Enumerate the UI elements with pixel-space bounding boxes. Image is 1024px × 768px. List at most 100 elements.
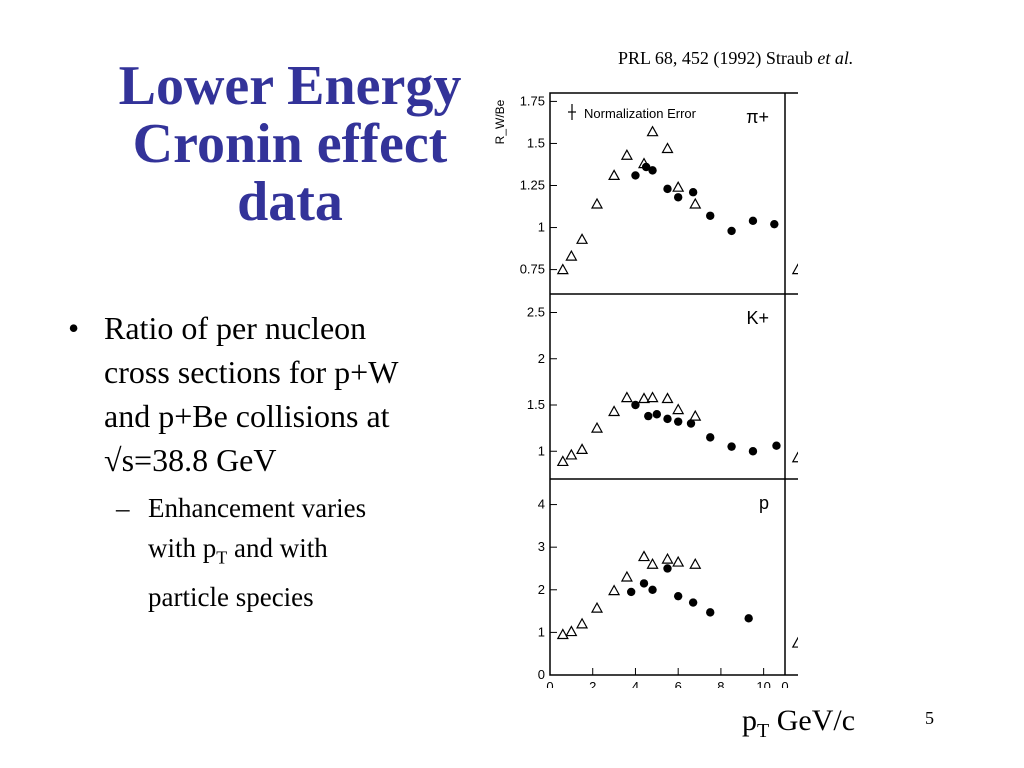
x-axis-label-text: GeV/c (769, 704, 856, 737)
open-triangle-point (646, 391, 659, 403)
filled-circle-point (706, 433, 715, 442)
bullet-line: Ratio of per nucleon (104, 310, 367, 346)
filled-circle-point (626, 587, 636, 597)
filled-circle-point (648, 585, 657, 594)
subscript: T (216, 547, 228, 568)
bullet-icon: • (68, 310, 80, 346)
open-triangle-point (576, 617, 589, 629)
y-tick-label: 2 (538, 582, 545, 597)
open-triangle-point (590, 197, 604, 209)
filled-circle-point (748, 216, 758, 226)
filled-circle-point (706, 608, 715, 617)
filled-circle-point (639, 579, 649, 588)
citation: PRL 68, 452 (1992) Straub et al. (618, 48, 853, 69)
filled-circle-point (663, 564, 672, 573)
citation-italic: et al. (817, 48, 854, 68)
open-triangle-point (791, 263, 798, 275)
title-line: data (237, 171, 343, 233)
filled-circle-point (772, 441, 781, 450)
filled-circle-point (706, 211, 715, 220)
y-tick-label: 1.75 (520, 93, 545, 108)
open-triangle-point (590, 421, 604, 433)
open-triangle-point (556, 628, 569, 640)
open-triangle-point (608, 169, 621, 181)
panel-label: π+ (746, 107, 769, 127)
citation-main: PRL 68, 452 (1992) Straub (618, 48, 818, 68)
x-tick-label: 0 (546, 679, 553, 688)
filled-circle-point (641, 162, 651, 172)
x-tick-label: 8 (717, 679, 724, 688)
open-triangle-point (672, 403, 685, 415)
y-tick-label: 3 (538, 539, 545, 554)
x-axis-label-text: p (742, 704, 757, 737)
filled-circle-point (663, 414, 672, 424)
sub-bullet-text: and with (227, 533, 328, 563)
y-tick-label: 2 (538, 351, 545, 366)
filled-circle-point (727, 442, 736, 451)
open-triangle-point (556, 455, 569, 467)
x-tick-label: 4 (632, 679, 639, 688)
y-tick-label: 1.25 (520, 178, 545, 193)
open-triangle-point (576, 233, 589, 244)
sub-bullet-line: particle species (148, 582, 314, 613)
bullet-item: • Ratio of per nucleon cross sections fo… (62, 306, 482, 482)
slide-title: Lower Energy Cronin effect data (70, 58, 510, 232)
open-triangle-point (620, 570, 633, 582)
filled-circle-point (673, 591, 683, 601)
filled-circle-point (652, 410, 662, 419)
open-triangle-point (590, 601, 604, 613)
bullet-list: • Ratio of per nucleon cross sections fo… (62, 306, 482, 617)
open-triangle-point (661, 552, 674, 564)
x-tick-label: 6 (675, 679, 682, 688)
open-triangle-point (672, 180, 685, 192)
open-triangle-point (689, 557, 702, 569)
y-tick-label: 1.5 (527, 135, 545, 150)
filled-circle-point (727, 226, 736, 236)
open-triangle-point (637, 550, 651, 562)
open-triangle-point (637, 392, 651, 404)
open-triangle-point (576, 443, 589, 454)
y-tick-label: 4 (538, 497, 545, 512)
x-tick-label: 0 (781, 679, 788, 688)
filled-circle-point (688, 598, 698, 607)
y-axis-label: R_W/Be (493, 99, 507, 144)
open-triangle-point (565, 625, 578, 637)
open-triangle-point (791, 451, 798, 463)
open-triangle-point (565, 448, 578, 460)
filled-circle-point (686, 419, 696, 428)
open-triangle-point (661, 142, 674, 154)
bullet-line: √s=38.8 GeV (104, 442, 277, 478)
y-tick-label: 1 (538, 443, 545, 458)
open-triangle-point (608, 584, 621, 596)
cronin-ratio-chart: 0.7511.251.51.75π+π−11.522.5K+K−01234024… (493, 92, 798, 688)
page-number: 5 (925, 708, 934, 728)
title-line: Lower Energy (118, 55, 462, 117)
filled-circle-point (744, 614, 753, 623)
sub-bullet-line: with pT and with (148, 528, 482, 577)
plot-frame (549, 92, 798, 676)
open-triangle-point (620, 391, 633, 403)
y-tick-label: 2.5 (527, 305, 545, 320)
dash-icon: – (116, 493, 130, 523)
open-triangle-point (608, 405, 621, 417)
x-tick-label: 2 (589, 679, 596, 688)
filled-circle-point (770, 219, 779, 229)
open-triangle-point (661, 392, 674, 404)
open-triangle-point (689, 197, 702, 209)
filled-circle-point (648, 166, 657, 175)
open-triangle-point (565, 249, 578, 261)
x-tick-label: 10 (756, 679, 770, 688)
panel-label: K+ (746, 308, 769, 328)
legend-text: Normalization Error (584, 106, 697, 121)
open-triangle-point (791, 636, 798, 648)
filled-circle-point (688, 188, 698, 197)
filled-circle-point (631, 400, 640, 410)
sub-bullet-item: – Enhancement varies with pT and with pa… (62, 488, 482, 617)
y-tick-label: 1 (538, 220, 545, 235)
sub-bullet-line: Enhancement varies (148, 493, 367, 523)
open-triangle-point (646, 557, 659, 569)
y-tick-label: 1 (538, 624, 545, 639)
bullet-line: cross sections for p+W (104, 354, 399, 390)
x-axis-label: pT GeV/c (742, 704, 855, 743)
y-tick-label: 1.5 (527, 397, 545, 412)
